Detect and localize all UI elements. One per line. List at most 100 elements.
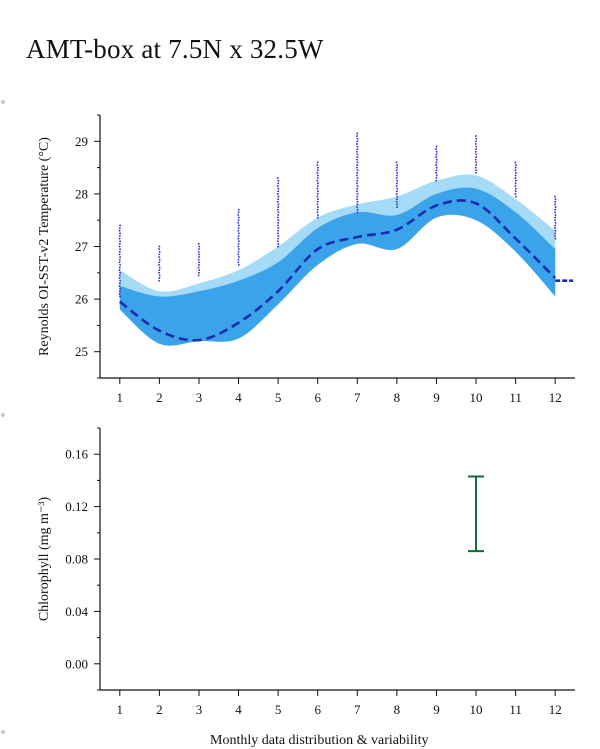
monthly-data-point [475,145,478,148]
monthly-data-point [316,208,319,211]
monthly-data-point [356,143,358,145]
monthly-data-point [316,187,319,190]
monthly-data-point [554,195,556,198]
monthly-data-point [514,182,517,185]
monthly-data-point [316,161,319,164]
monthly-data-point [356,166,358,169]
monthly-data-point [118,277,121,279]
monthly-data-point [158,245,161,248]
monthly-data-point [277,243,280,245]
monthly-data-point [198,272,200,274]
x-tick-label: 9 [433,390,440,405]
monthly-data-point [277,200,279,203]
monthly-data-point [197,274,200,277]
y-tick-label: 0.16 [65,447,88,462]
monthly-data-point [356,193,359,195]
monthly-data-point [475,161,478,164]
monthly-data-point [277,237,279,240]
x-tick-label: 10 [470,390,483,405]
monthly-data-point [118,266,121,269]
monthly-data-point [395,185,398,187]
monthly-data-point [238,208,240,211]
monthly-data-point [356,206,358,208]
monthly-data-point [119,287,121,290]
y-tick-label: 28 [75,186,88,201]
monthly-data-point [356,174,358,177]
monthly-data-point [474,135,477,137]
monthly-data-point [435,174,438,177]
monthly-data-point [396,198,398,200]
monthly-data-point [356,148,359,150]
monthly-data-point [396,172,398,174]
x-tick-label: 12 [549,702,562,717]
y-tick-label: 29 [75,134,88,149]
monthly-data-point [435,156,437,158]
monthly-data-point [237,235,240,237]
monthly-data-point [277,219,280,221]
monthly-data-point [356,211,359,214]
monthly-data-point [395,177,398,179]
x-tick-label: 3 [196,702,203,717]
monthly-data-point [277,187,280,190]
monthly-data-point [514,166,517,169]
monthly-data-point [514,193,517,195]
y-axis-label: Reynolds OI-SST-v2 Temperature (°C) [37,137,52,356]
monthly-data-point [356,169,359,172]
monthly-data-point [197,250,200,253]
monthly-data-point [237,227,240,229]
monthly-data-point [356,182,358,185]
monthly-data-point [277,235,280,237]
monthly-data-point [277,193,279,195]
monthly-data-point [356,158,358,161]
monthly-data-point [514,161,517,164]
monthly-data-point [396,187,398,190]
monthly-data-point [475,156,477,158]
monthly-data-point [475,164,477,166]
monthly-data-point [396,206,398,208]
monthly-data-point [277,185,279,187]
monthly-data-point [197,243,200,245]
x-tick-label: 1 [117,390,124,405]
monthly-data-point [356,137,359,140]
y-tick-label: 25 [75,344,88,359]
monthly-data-point [356,190,358,193]
x-tick-label: 6 [314,702,321,717]
x-tick-label: 7 [354,390,361,405]
monthly-data-point [474,143,477,145]
y-axis-label: Chlorophyll (mg m⁻³) [37,496,52,621]
monthly-data-point [158,277,161,279]
monthly-data-point [396,195,398,198]
x-tick-label: 9 [433,702,440,717]
monthly-data-point [356,195,359,198]
monthly-data-point [119,224,121,227]
y-tick-label: 0.12 [65,499,88,514]
monthly-data-point [237,245,240,248]
monthly-data-point [277,227,280,229]
monthly-data-point [554,219,556,221]
monthly-data-point [158,266,161,269]
monthly-data-point [396,203,398,206]
monthly-data-point [277,245,279,248]
monthly-data-point [317,206,319,208]
monthly-data-point [554,237,557,240]
monthly-data-point [118,274,121,277]
monthly-data-point [356,185,359,187]
monthly-data-point [197,258,200,261]
x-tick-label: 4 [235,702,242,717]
monthly-data-point [277,182,279,185]
y-tick-label: 26 [75,292,89,307]
monthly-data-point [356,151,358,153]
monthly-data-point [277,229,279,232]
monthly-data-point [435,166,438,169]
monthly-data-point [395,193,398,195]
x-tick-label: 5 [275,390,282,405]
monthly-data-point [118,245,121,248]
monthly-data-point [395,161,398,164]
monthly-data-point [316,200,319,203]
monthly-data-point [554,206,557,208]
monthly-data-point [119,272,121,274]
monthly-data-point [158,256,160,258]
monthly-data-point [435,179,437,182]
monthly-data-point [119,240,121,243]
